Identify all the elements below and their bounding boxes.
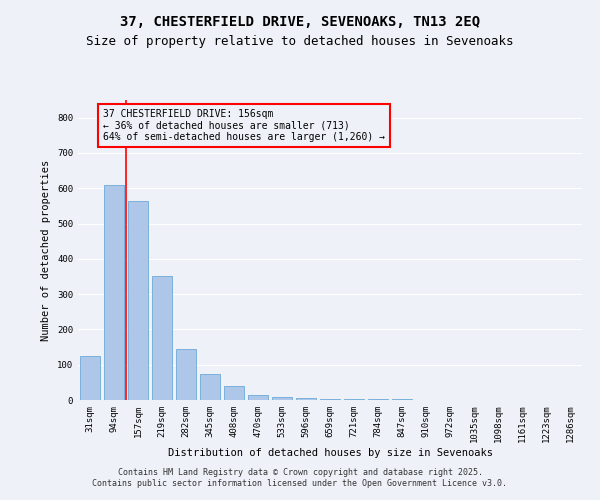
Text: Size of property relative to detached houses in Sevenoaks: Size of property relative to detached ho… — [86, 35, 514, 48]
Text: 37 CHESTERFIELD DRIVE: 156sqm
← 36% of detached houses are smaller (713)
64% of : 37 CHESTERFIELD DRIVE: 156sqm ← 36% of d… — [103, 109, 385, 142]
Bar — [80, 356, 100, 400]
Bar — [152, 276, 172, 400]
Bar — [200, 374, 220, 400]
Y-axis label: Number of detached properties: Number of detached properties — [41, 160, 52, 340]
Bar — [248, 394, 268, 400]
Text: 37, CHESTERFIELD DRIVE, SEVENOAKS, TN13 2EQ: 37, CHESTERFIELD DRIVE, SEVENOAKS, TN13 … — [120, 15, 480, 29]
Bar — [272, 397, 292, 400]
Bar — [320, 398, 340, 400]
Bar — [104, 184, 124, 400]
Bar — [296, 398, 316, 400]
Bar — [224, 386, 244, 400]
Bar — [128, 200, 148, 400]
Text: Contains HM Land Registry data © Crown copyright and database right 2025.
Contai: Contains HM Land Registry data © Crown c… — [92, 468, 508, 487]
X-axis label: Distribution of detached houses by size in Sevenoaks: Distribution of detached houses by size … — [167, 448, 493, 458]
Bar — [344, 399, 364, 400]
Bar — [176, 349, 196, 400]
